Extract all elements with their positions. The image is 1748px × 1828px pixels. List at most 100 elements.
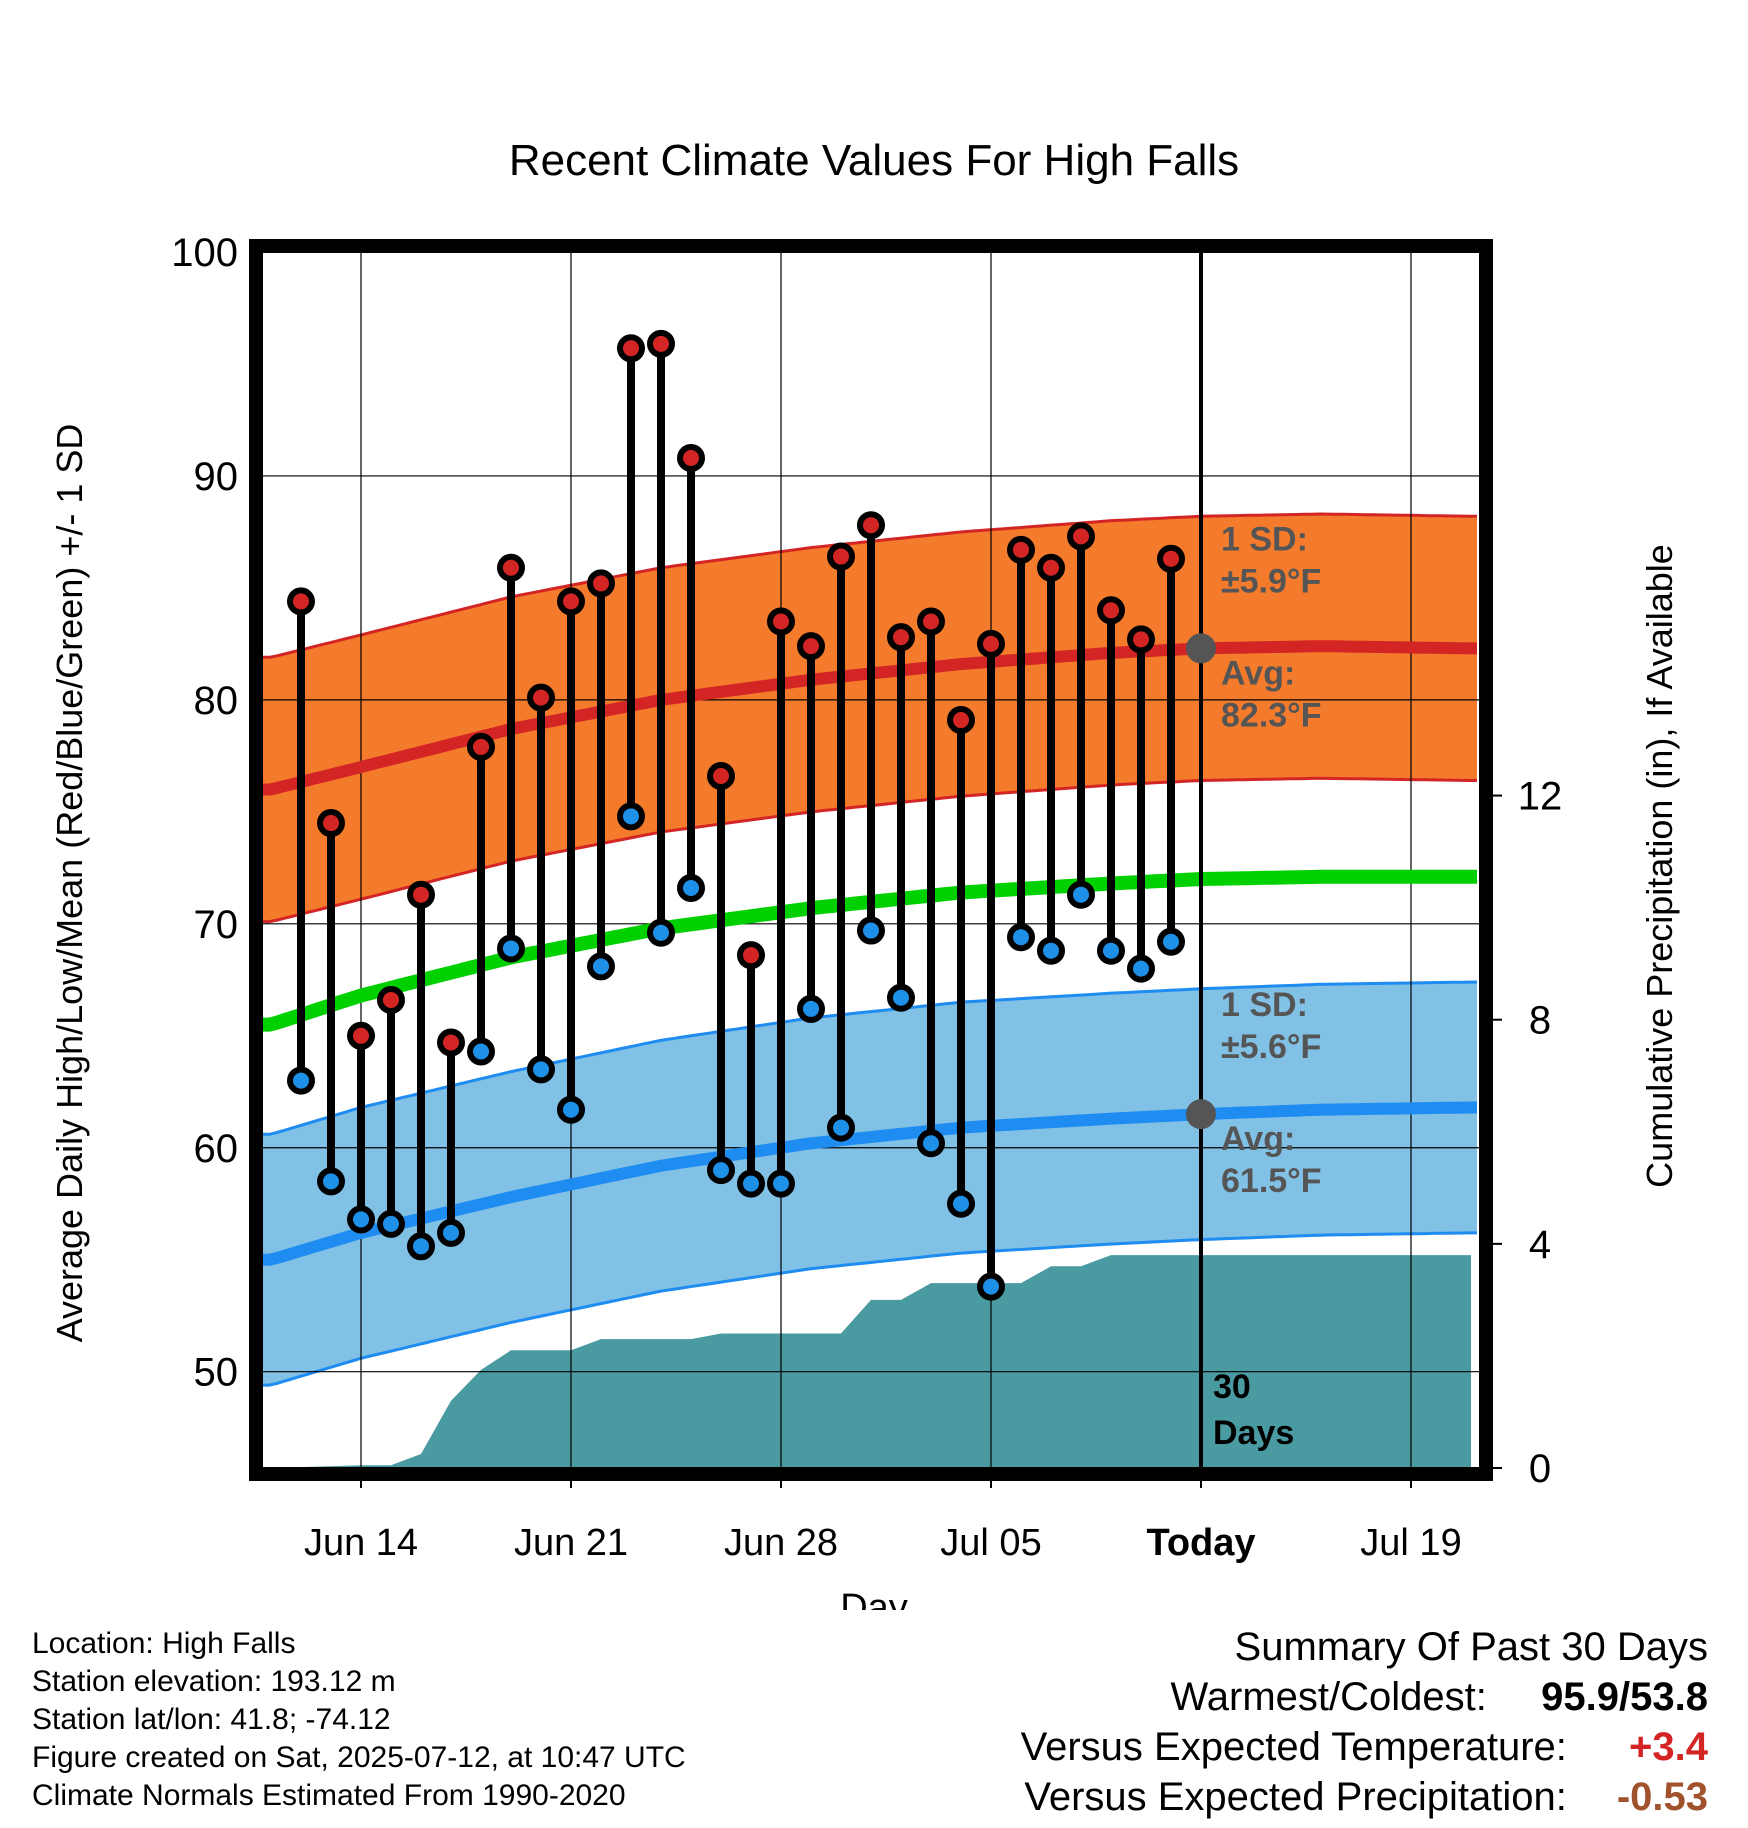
x-tick-label: Jul 19 [1360,1522,1461,1564]
daily-high-point [857,511,885,540]
temperature-departure-value: +3.4 [1629,1725,1708,1769]
daily-low-point [437,1218,465,1247]
daily-low-point [647,918,675,947]
warmest-coldest-label: Warmest/Coldest: [1170,1675,1487,1719]
created-text: Figure created on Sat, 2025-07-12, at 10… [32,1741,686,1774]
daily-high-point [917,607,945,636]
daily-high-point [737,941,765,970]
daily-high-point [557,587,585,616]
daily-low-point [1007,923,1035,952]
normal-low-line [262,1101,1477,1266]
daily-low-point [1037,936,1065,965]
daily-high-point [497,553,525,582]
x-tick-label: Today [1146,1522,1255,1564]
climate-chart: Recent Climate Values For High Falls 1 S… [49,136,1680,1610]
daily-high-point [1037,553,1065,582]
daily-high-point [377,985,405,1014]
low-sd-band [262,982,1477,1386]
daily-high-point [887,623,915,652]
daily-low-point [617,802,645,831]
daily-high-point [467,732,495,761]
x-tick-label: Jun 14 [304,1522,418,1564]
x-tick-label: Jun 28 [724,1522,838,1564]
daily-high-point [677,444,705,473]
y-tick-label: 100 [171,231,238,275]
daily-low-point [737,1169,765,1198]
precipitation-departure-row: Versus Expected Precipitation: -0.53 [1021,1772,1708,1822]
summary-heading: Summary Of Past 30 Days [1234,1625,1708,1669]
low-sd-value: ±5.6°F [1221,1028,1321,1066]
station-info: Location: High Falls Station elevation: … [32,1625,686,1815]
daily-low-point [947,1189,975,1218]
elevation-text: Station elevation: 193.12 m [32,1665,396,1698]
daily-low-point [1127,954,1155,983]
summary-panel: Summary Of Past 30 Days Warmest/Coldest:… [1021,1622,1708,1822]
today-low-avg-marker [1186,1099,1216,1130]
plot-frame [249,239,1493,1481]
low-avg-value: 61.5°F [1221,1162,1322,1200]
location-text: Location: High Falls [32,1627,296,1660]
daily-low-point [467,1037,495,1066]
daily-low-point [347,1205,375,1234]
daily-low-point [677,873,705,902]
high-sd-label: 1 SD: [1221,520,1308,558]
daily-high-point [707,762,735,791]
warmest-coldest-row: Warmest/Coldest: 95.9/53.8 [1021,1672,1709,1722]
high-avg-label: Avg: [1221,654,1295,692]
daily-low-point [887,983,915,1012]
daily-low-point [317,1167,345,1196]
daily-high-point [287,587,315,616]
daily-high-point [767,607,795,636]
daily-high-point [1007,535,1035,564]
daily-low-point [857,916,885,945]
low-sd-label: 1 SD: [1221,986,1308,1024]
daily-high-point [1157,544,1185,573]
low-sd-lower-edge [262,1231,1477,1387]
daily-high-point [437,1028,465,1057]
temperature-departure-row: Versus Expected Temperature: +3.4 [1021,1722,1708,1772]
daily-high-point [527,683,555,712]
daily-low-point [977,1272,1005,1301]
daily-high-point [347,1021,375,1050]
high-avg-value: 82.3°F [1221,696,1322,734]
latlon-text: Station lat/lon: 41.8; -74.12 [32,1703,391,1736]
daily-low-point [497,934,525,963]
daily-low-point [557,1095,585,1124]
daily-high-point [1097,596,1125,625]
daily-high-point [1067,522,1095,551]
precipitation-departure-label: Versus Expected Precipitation: [1024,1775,1567,1819]
warmest-coldest-value: 95.9/53.8 [1541,1675,1708,1719]
y-tick-label: 80 [194,679,239,723]
daily-high-point [1127,625,1155,654]
y2-tick-label: 4 [1529,1223,1551,1267]
daily-low-point [407,1232,435,1261]
daily-low-point [707,1156,735,1185]
plot-area: 1 SD: ±5.9°F Avg: 82.3°F 1 SD: ±5.6°F Avg: 61.5… [262,252,1480,1468]
daily-high-point [827,542,855,571]
y-tick-label: 90 [194,455,239,499]
daily-low-point [827,1113,855,1142]
daily-high-point [317,809,345,838]
y2-tick-label: 0 [1529,1447,1551,1491]
precipitation-departure-value: -0.53 [1616,1775,1708,1819]
daily-high-point [977,629,1005,658]
today-high-avg-marker [1186,633,1216,664]
y-tick-label: 60 [194,1127,239,1171]
daily-high-point [647,329,675,358]
daily-high-point [947,706,975,735]
y-axis-label-right: Cumulative Precipitation (in), If Availa… [1639,544,1680,1188]
days-count-label: Days [1213,1414,1294,1452]
y-tick-label: 50 [194,1351,239,1395]
chart-title: Recent Climate Values For High Falls [509,136,1239,185]
daily-low-point [1067,880,1095,909]
temperature-departure-label: Versus Expected Temperature: [1020,1725,1567,1769]
x-tick-label: Jul 05 [940,1522,1041,1564]
high-sd-value: ±5.9°F [1221,562,1321,600]
daily-high-point [407,880,435,909]
low-avg-label: Avg: [1221,1120,1295,1158]
y-tick-label: 70 [194,903,239,947]
normals-text: Climate Normals Estimated From 1990-2020 [32,1779,626,1812]
y2-tick-label: 12 [1518,775,1563,819]
daily-low-point [377,1209,405,1238]
daily-low-point [917,1129,945,1158]
